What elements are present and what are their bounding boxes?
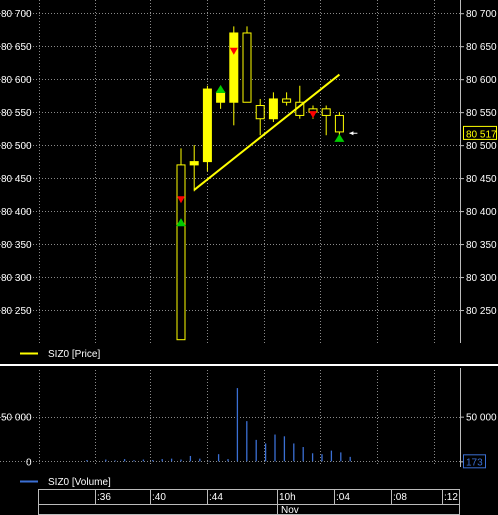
candle-body [321,108,331,116]
price-right-tick-label: 80 650 [466,42,497,53]
sell-marker [177,196,185,204]
price-right-tick-label: 80 250 [466,306,497,317]
candle[interactable] [202,85,212,172]
candle-body [216,91,226,103]
volume-plot-area[interactable] [0,368,460,467]
candle-body [282,98,292,103]
price-right-tick-label: 80 600 [466,75,497,86]
time-tick-label: :36 [97,492,111,503]
buy-marker [215,85,226,94]
last-price-box [463,125,497,140]
sell-marker [309,111,317,119]
price-left-tick-label: 80 400 [1,207,32,218]
volume-left-tick-label: 0 [26,457,32,468]
time-tick-label: :04 [336,492,350,503]
candle[interactable] [321,105,331,136]
time-tick-label: :12 [444,492,458,503]
price-left-tick-label: 80 650 [1,42,32,53]
price-right-tick-label: 80 450 [466,174,497,185]
time-tick-label: :40 [152,492,166,503]
candle-body [229,32,239,103]
volume-legend-label: SIZ0 [Volume] [48,477,111,488]
candle-body [202,88,212,163]
price-right-tick-label: 80 400 [466,207,497,218]
price-grid [0,0,460,343]
price-right-tick-label: 80 350 [466,240,497,251]
last-price-label: 80 517 [466,129,497,140]
price-left-tick-label: 80 250 [1,306,32,317]
candles[interactable] [176,26,344,341]
volume-left-tick-label: 50 000 [1,413,32,424]
volume-last-box [463,454,486,469]
volume-grid [0,370,460,466]
volume-left-axis: 0 50 000 [1,413,32,469]
candle-body [268,98,278,120]
candle[interactable] [229,26,239,126]
candle-body [334,114,344,133]
volume-last-label: 173 [466,457,483,468]
last-price-tag: 80 517 [463,125,497,140]
buy-marker [334,133,345,142]
candle[interactable] [282,92,292,106]
price-left-tick-label: 80 550 [1,108,32,119]
candle[interactable] [176,148,186,341]
time-tick-label: 10h [279,492,296,503]
candle[interactable] [242,26,252,103]
time-axis[interactable]: :36 :40 :44 10h :04 :08 :12 Nov [38,489,460,515]
buy-marker [176,218,186,227]
price-legend-label: SIZ0 [Price] [48,349,100,360]
candle-body [176,164,186,341]
time-tick-label: :08 [393,492,407,503]
trend-line[interactable] [193,73,341,191]
price-legend[interactable]: SIZ0 [Price] [20,349,100,360]
volume-right-tick-label: 50 000 [466,413,497,424]
price-left-tick-label: 80 600 [1,75,32,86]
price-left-tick-label: 80 700 [1,9,32,20]
time-date-label: Nov [281,505,299,515]
price-right-tick-label: 80 500 [466,141,497,152]
price-right-tick-label: 80 550 [466,108,497,119]
volume-bars[interactable] [86,388,351,462]
time-tick-labels: :36 :40 :44 10h :04 :08 :12 [95,490,458,515]
candle-body [242,32,252,103]
candle-body [189,161,199,166]
candle[interactable] [255,98,265,136]
trade-markers [176,47,358,227]
candle[interactable] [268,92,278,123]
volume-panel[interactable]: 0 50 000 50 000 173 [0,368,497,469]
price-left-tick-label: 80 450 [1,174,32,185]
volume-last-value-tag: 173 [463,454,486,469]
volume-legend[interactable]: SIZ0 [Volume] [20,477,111,488]
price-left-tick-label: 80 300 [1,273,32,284]
price-left-tick-label: 80 350 [1,240,32,251]
time-tick-label: :44 [209,492,223,503]
sell-marker [229,47,238,55]
price-left-tick-label: 80 500 [1,141,32,152]
price-right-tick-label: 80 700 [466,9,497,20]
last-tick-arrow-icon [349,131,354,136]
price-right-tick-label: 80 300 [466,273,497,284]
price-left-axis: 80 250 80 300 80 350 80 400 80 450 80 500 80 5… [1,9,32,317]
candle-body [255,105,265,120]
candle[interactable] [189,145,199,192]
